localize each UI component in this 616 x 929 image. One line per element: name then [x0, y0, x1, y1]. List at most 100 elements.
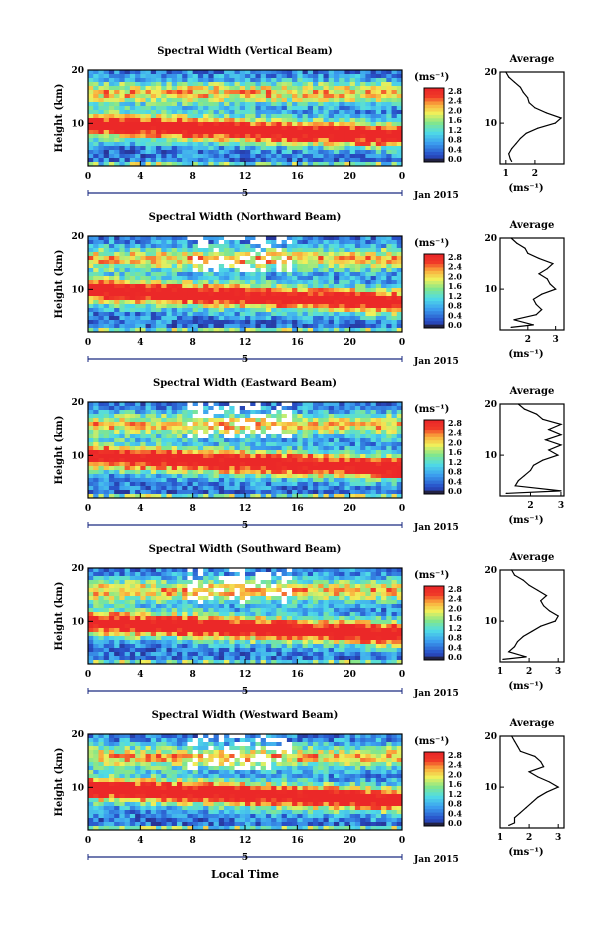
profile-point: [560, 434, 562, 436]
profile-x-tick-label: 3: [558, 501, 564, 511]
profile-y-tick-label: 10: [484, 451, 497, 461]
y-axis-label: Height (km): [54, 250, 65, 319]
profile-point: [537, 796, 539, 798]
profile-x-tick-label: 2: [526, 667, 532, 677]
profile-point: [560, 490, 562, 492]
profile-point: [534, 755, 536, 758]
y-axis-label: Height (km): [54, 748, 65, 817]
colorbar-tick-label: 1.6: [448, 281, 462, 291]
profile-x-tick-label: 3: [555, 833, 561, 843]
colorbar-tick-label: 1.2: [448, 789, 462, 799]
profile-point: [508, 153, 510, 155]
x-tick-label: 20: [343, 172, 356, 182]
y-tick-label: 10: [71, 783, 84, 793]
x-tick-label: 16: [291, 836, 304, 846]
profile-point: [513, 319, 515, 321]
profile-point: [557, 615, 559, 617]
profile-point: [502, 658, 504, 661]
colorbar-tick-label: 0.8: [448, 633, 462, 643]
date-label: Jan 2015: [413, 855, 459, 865]
panel-3: Spectral Width (Eastward Beam) Height (km…: [54, 378, 565, 533]
profile-point: [508, 76, 510, 78]
profile-x-tick-label: 2: [532, 169, 538, 179]
colorbar-tick-label: 0.4: [448, 476, 462, 486]
profile-point: [524, 247, 526, 249]
colorbar-tick-label: 1.6: [448, 447, 462, 457]
profile-y-tick-label: 10: [484, 617, 497, 627]
profile-point: [554, 122, 556, 124]
profile-point: [519, 750, 522, 752]
x-tick-label: 16: [291, 172, 304, 182]
profile-y-tick-label: 10: [484, 783, 497, 793]
x-tick-label: 0: [85, 504, 91, 514]
profile-point: [528, 771, 530, 773]
colorbar-tick-label: 0.8: [448, 799, 462, 809]
profile-point: [535, 303, 537, 305]
profile-point: [536, 413, 538, 415]
panel-title: Spectral Width (Vertical Beam): [157, 46, 333, 57]
y-tick-label: 20: [71, 564, 84, 574]
x-tick-label: 0: [399, 504, 405, 514]
colorbar-unit: (ms⁻¹): [414, 404, 449, 415]
colorbar-tick-label: 2.4: [448, 262, 462, 272]
colorbar-tick-label: 0.4: [448, 808, 462, 818]
profile-line: [505, 71, 563, 162]
x-tick-label: 0: [85, 172, 91, 182]
profile-point: [531, 630, 533, 632]
colorbar-unit: (ms⁻¹): [414, 238, 449, 249]
profile-point: [537, 589, 539, 592]
x-tick-label: 4: [137, 504, 143, 514]
profile-point: [513, 574, 516, 576]
colorbar-tick-label: 2.8: [448, 252, 462, 262]
x-tick-label: 0: [85, 836, 91, 846]
profile-point: [541, 309, 543, 311]
profile-y-tick-label: 10: [484, 119, 497, 129]
date-tick-label: 5: [242, 687, 248, 697]
x-tick-label: 8: [190, 670, 196, 680]
colorbar: [423, 751, 445, 827]
colorbar-tick-label: 0.0: [448, 652, 462, 662]
y-tick-label: 10: [71, 119, 84, 129]
profile-y-tick-label: 20: [484, 400, 497, 410]
profile-point: [505, 492, 507, 494]
profile-point: [557, 786, 559, 788]
date-tick-label: 5: [242, 521, 248, 531]
profile-point: [519, 812, 522, 814]
profile-point: [548, 449, 550, 451]
profile-point: [519, 137, 522, 139]
profile-point: [523, 475, 526, 477]
profile-x-tick-label: 3: [555, 667, 561, 677]
profile-line: [502, 569, 560, 660]
profile-title: Average: [509, 552, 555, 563]
profile-point: [557, 454, 559, 456]
profile-point: [510, 237, 512, 239]
date-label: Jan 2015: [413, 357, 459, 367]
x-tick-label: 0: [399, 836, 405, 846]
profile-point: [537, 127, 539, 129]
colorbar-unit: (ms⁻¹): [414, 72, 449, 83]
colorbar-unit: (ms⁻¹): [414, 736, 449, 747]
profile-point: [511, 569, 513, 571]
x-tick-label: 8: [190, 504, 196, 514]
profile-x-label: (ms⁻¹): [508, 349, 543, 360]
profile-point: [548, 781, 551, 783]
profile-frame: [499, 569, 565, 663]
profile-point: [528, 584, 530, 586]
panel-1: Spectral Width (Vertical Beam) Height (km…: [54, 46, 565, 201]
profile-point: [519, 86, 522, 88]
y-tick-label: 10: [71, 285, 84, 295]
profile-point: [542, 459, 544, 461]
date-label: Jan 2015: [413, 523, 459, 533]
profile-point: [513, 822, 516, 824]
profile-x-tick-label: 3: [553, 335, 559, 345]
profile-frame: [499, 237, 565, 331]
profile-point: [534, 107, 536, 109]
colorbar-tick-label: 2.8: [448, 418, 462, 428]
profile-point: [505, 71, 507, 73]
colorbar-tick-label: 0.8: [448, 301, 462, 311]
colorbar-tick-label: 1.2: [448, 125, 462, 135]
colorbar-tick-label: 2.0: [448, 437, 462, 447]
y-tick-label: 10: [71, 617, 84, 627]
profile-point: [522, 579, 524, 581]
